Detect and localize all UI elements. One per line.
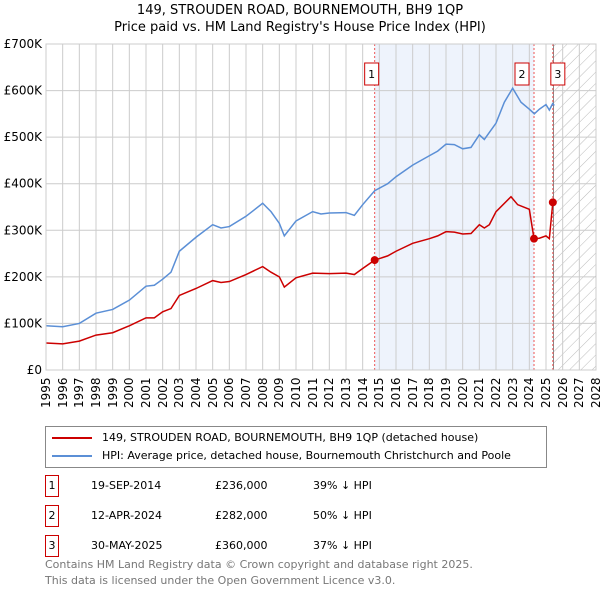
x-tick-label: 1999 [105, 377, 120, 408]
sale-point [548, 198, 557, 207]
x-tick-label: 2004 [189, 377, 203, 408]
x-tick-label: 2009 [272, 377, 287, 408]
x-tick-label: 2023 [505, 377, 520, 408]
x-tick-label: 2002 [155, 377, 170, 408]
legend-item-property: 149, STROUDEN ROAD, BOURNEMOUTH, BH9 1QP… [52, 430, 478, 446]
x-tick-label: 2028 [589, 377, 600, 408]
sale-point [370, 256, 379, 265]
y-tick-label: £700K [4, 37, 44, 51]
price-chart: £0 £100K £200K £300K £400K £500K £600K £700K 1 2 3 [4, 37, 597, 377]
transaction-date: 30-MAY-2025 [91, 539, 163, 552]
x-tick-label: 2018 [422, 377, 437, 408]
x-tick-label: 2025 [539, 377, 553, 408]
transaction-hpi: 37% ↓ HPI [313, 539, 372, 552]
x-tick-label: 2010 [289, 377, 303, 408]
y-tick-label: £500K [4, 130, 44, 144]
x-tick-label: 2024 [522, 377, 537, 408]
x-tick-label: 1998 [89, 377, 103, 408]
x-tick-label: 2011 [305, 377, 320, 408]
x-tick-label: 2003 [172, 377, 187, 408]
transaction-number: 1 [45, 475, 59, 497]
transaction-hpi: 50% ↓ HPI [313, 509, 372, 522]
y-tick-label: £100K [4, 316, 44, 330]
legend-red-line [52, 437, 92, 439]
legend-label: 149, STROUDEN ROAD, BOURNEMOUTH, BH9 1QP… [102, 431, 479, 444]
property-price-line [45, 195, 554, 345]
marker-label: 1 [368, 68, 375, 81]
transaction-number: 3 [45, 535, 59, 557]
hpi-line [45, 86, 555, 328]
footer-copyright: Contains HM Land Registry data © Crown c… [45, 558, 473, 571]
x-tick-label: 2021 [472, 377, 487, 408]
x-tick-label: 2022 [489, 377, 503, 408]
x-tick-label: 2008 [255, 377, 270, 408]
chart-subtitle: Price paid vs. HM Land Registry's House … [114, 20, 486, 35]
legend-label: HPI: Average price, detached house, Bour… [102, 449, 511, 462]
y-tick-label: £0 [27, 363, 42, 377]
x-tick-label: 2012 [322, 377, 337, 408]
transaction-date: 12-APR-2024 [91, 509, 163, 522]
x-tick-label: 2026 [555, 377, 570, 408]
x-tick-label: 2014 [355, 377, 370, 408]
marker-label: 3 [554, 68, 561, 81]
transaction-date: 19-SEP-2014 [91, 479, 162, 492]
y-tick-label: £600K [4, 84, 44, 98]
x-tick-label: 2020 [455, 377, 470, 408]
x-tick-label: 2017 [405, 377, 420, 408]
marker-box [514, 62, 530, 86]
legend-blue-line [52, 455, 92, 457]
legend: 149, STROUDEN ROAD, BOURNEMOUTH, BH9 1QP… [45, 426, 547, 468]
x-tick-label: 2001 [139, 377, 153, 408]
x-tick-label: 2015 [372, 377, 387, 408]
plot-border [45, 43, 597, 371]
x-tick-label: 2027 [572, 377, 587, 408]
x-tick-label: 2019 [439, 377, 453, 408]
transaction-hpi: 39% ↓ HPI [313, 479, 372, 492]
marker-label: 2 [519, 68, 526, 81]
marker-box [550, 62, 566, 86]
x-tick-label: 2007 [239, 377, 253, 408]
footer-licence: This data is licensed under the Open Gov… [45, 574, 396, 587]
transaction-price: £360,000 [215, 539, 268, 552]
y-tick-label: £300K [4, 223, 44, 237]
chart-title: 149, STROUDEN ROAD, BOURNEMOUTH, BH9 1QP [136, 3, 464, 18]
x-tick-label: 2006 [222, 377, 237, 408]
transaction-price: £236,000 [215, 479, 268, 492]
y-tick-label: £400K [4, 177, 44, 191]
x-tick-label: 1995 [39, 377, 53, 408]
x-tick-label: 1996 [55, 377, 70, 408]
x-tick-label: 1997 [72, 377, 87, 408]
x-tick-label: 2016 [389, 377, 403, 408]
transaction-row: 1 19-SEP-2014 £236,000 39% ↓ HPI [45, 475, 545, 497]
x-tick-label: 2013 [339, 377, 353, 408]
x-tick-label: 2000 [122, 377, 137, 408]
transaction-row: 2 12-APR-2024 £282,000 50% ↓ HPI [45, 505, 545, 527]
transaction-number: 2 [45, 505, 59, 527]
transaction-row: 3 30-MAY-2025 £360,000 37% ↓ HPI [45, 535, 545, 557]
marker-box [364, 62, 380, 86]
y-tick-label: £200K [4, 270, 44, 284]
forecast-hatch [553, 44, 596, 370]
x-tick-label: 2005 [205, 377, 220, 408]
legend-item-hpi: HPI: Average price, detached house, Bour… [52, 448, 511, 464]
transaction-price: £282,000 [215, 509, 268, 522]
sale-point [530, 234, 538, 243]
